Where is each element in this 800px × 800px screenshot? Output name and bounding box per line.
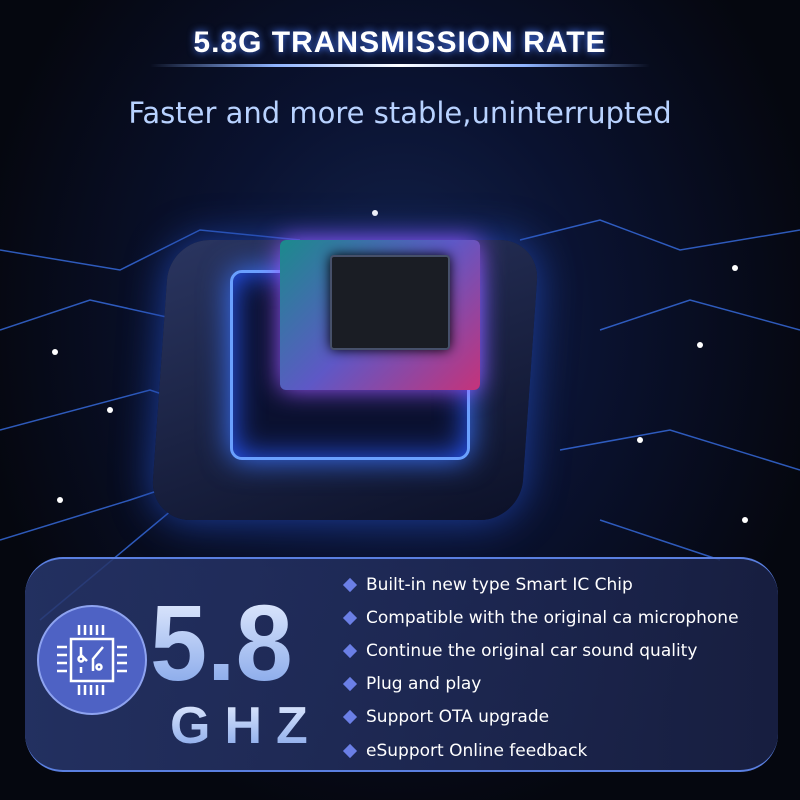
feature-text: Built-in new type Smart IC Chip (366, 574, 633, 595)
diamond-bullet-icon (342, 643, 358, 659)
list-item: Built-in new type Smart IC Chip (342, 568, 739, 601)
feature-text: Support OTA upgrade (366, 707, 550, 728)
chip-illustration (150, 200, 540, 530)
list-item: Continue the original car sound quality (342, 634, 739, 667)
diamond-bullet-icon (342, 743, 358, 758)
features-panel (25, 557, 778, 772)
diamond-bullet-icon (342, 710, 358, 725)
feature-text: Compatible with the original ca micropho… (366, 607, 739, 628)
feature-list: Built-in new type Smart IC Chip Compatib… (342, 568, 739, 767)
page-title: 5.8G TRANSMISSION RATE (193, 26, 607, 59)
title-underline (150, 64, 650, 67)
list-item: Support OTA upgrade (342, 701, 739, 734)
list-item: Compatible with the original ca micropho… (342, 601, 739, 634)
list-item: eSupport Online feedback (342, 734, 739, 767)
chip-icon (37, 605, 147, 715)
diamond-bullet-icon (342, 577, 358, 592)
feature-text: eSupport Online feedback (366, 740, 588, 761)
feature-text: Continue the original car sound quality (366, 640, 698, 661)
diamond-bullet-icon (342, 677, 358, 692)
page-subtitle: Faster and more stable,uninterrupted (128, 96, 672, 130)
feature-text: Plug and play (366, 674, 482, 695)
diamond-bullet-icon (342, 610, 358, 625)
list-item: Plug and play (342, 668, 739, 701)
frequency-unit: GHZ (170, 697, 322, 755)
frequency-value: 5.8 (150, 582, 293, 703)
